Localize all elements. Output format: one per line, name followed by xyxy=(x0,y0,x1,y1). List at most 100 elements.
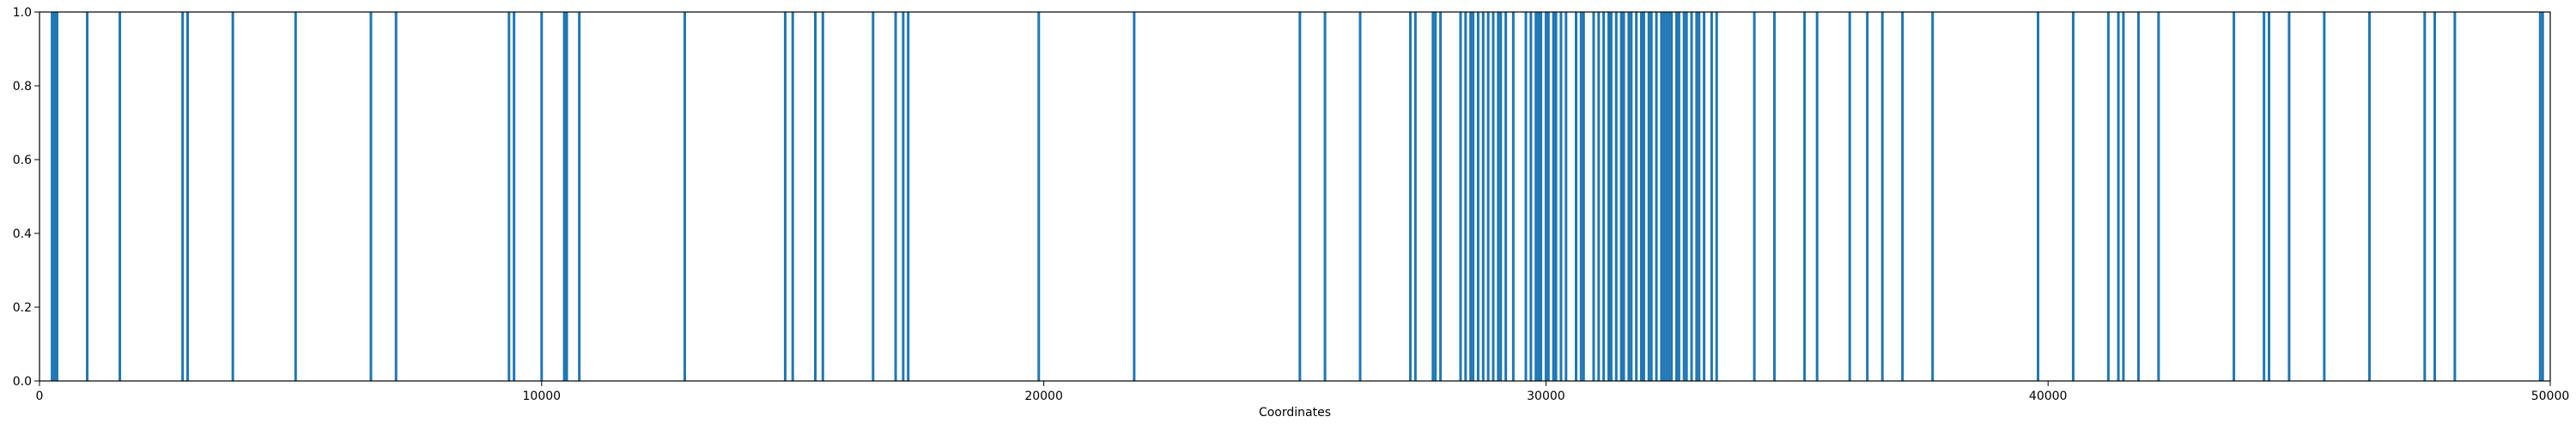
bar xyxy=(1431,12,1435,381)
bar xyxy=(1298,12,1302,381)
bar xyxy=(578,12,581,381)
bar xyxy=(2071,12,2075,381)
bar xyxy=(1630,12,1633,381)
bar xyxy=(1133,12,1136,381)
bar xyxy=(1552,12,1555,381)
bar xyxy=(2106,12,2110,381)
bar xyxy=(1635,12,1638,381)
bar xyxy=(1880,12,1884,381)
bar xyxy=(1662,12,1666,381)
bar xyxy=(1413,12,1417,381)
bar xyxy=(1529,12,1533,381)
x-tick-label: 40000 xyxy=(2029,390,2068,403)
bar xyxy=(1647,12,1650,381)
bar xyxy=(565,12,568,381)
bar xyxy=(1564,12,1568,381)
bar xyxy=(1682,12,1686,381)
bar xyxy=(231,12,234,381)
bar xyxy=(1579,12,1583,381)
bar xyxy=(1476,12,1479,381)
y-tick-label: 0.8 xyxy=(13,80,32,94)
bar xyxy=(2136,12,2140,381)
bar xyxy=(1685,12,1688,381)
bar xyxy=(2453,12,2457,381)
bar xyxy=(2157,12,2160,381)
bar xyxy=(1622,12,1625,381)
bar xyxy=(1574,12,1577,381)
bar xyxy=(2268,12,2271,381)
bar xyxy=(1642,12,1645,381)
bar xyxy=(1609,12,1613,381)
bar xyxy=(1668,12,1671,381)
bar xyxy=(1511,12,1515,381)
bar xyxy=(902,12,905,381)
bar xyxy=(1592,12,1595,381)
bar xyxy=(513,12,516,381)
bar xyxy=(1469,12,1473,381)
bar xyxy=(1866,12,1869,381)
bar xyxy=(1497,12,1500,381)
bar xyxy=(1544,12,1547,381)
bar xyxy=(2538,12,2542,381)
bar xyxy=(872,12,875,381)
bar xyxy=(1698,12,1701,381)
bar xyxy=(55,12,58,381)
bar xyxy=(814,12,817,381)
bar xyxy=(821,12,824,381)
bar xyxy=(1358,12,1362,381)
y-tick-label: 0.0 xyxy=(13,375,32,389)
x-tick-label: 0 xyxy=(36,390,44,403)
x-tick-label: 30000 xyxy=(1527,390,1565,403)
bar xyxy=(1486,12,1490,381)
bar xyxy=(1614,12,1618,381)
bar xyxy=(1710,12,1713,381)
bar xyxy=(181,12,185,381)
bar xyxy=(1323,12,1327,381)
bar xyxy=(1655,12,1658,381)
y-tick-label: 0.6 xyxy=(13,154,32,167)
y-tick-label: 0.2 xyxy=(13,301,32,315)
y-axis: 0.0 0.2 0.4 0.6 0.8 1.0 xyxy=(13,6,39,389)
bar xyxy=(2122,12,2125,381)
bar xyxy=(2287,12,2291,381)
bar xyxy=(2433,12,2436,381)
bar xyxy=(53,12,57,381)
bar xyxy=(894,12,897,381)
bar xyxy=(2323,12,2326,381)
bar xyxy=(86,12,89,381)
bar xyxy=(1815,12,1819,381)
bar xyxy=(783,12,787,381)
bar xyxy=(1472,12,1475,381)
bar xyxy=(1670,12,1674,381)
bar xyxy=(1772,12,1776,381)
bar xyxy=(907,12,910,381)
bar xyxy=(1715,12,1718,381)
bar xyxy=(186,12,190,381)
bar xyxy=(2423,12,2427,381)
bar xyxy=(394,12,398,381)
bar xyxy=(1504,12,1508,381)
bar xyxy=(1602,12,1606,381)
bar xyxy=(2367,12,2371,381)
bar xyxy=(1649,12,1653,381)
bar xyxy=(1901,12,1905,381)
plot-frame xyxy=(39,11,2551,382)
bar xyxy=(1409,12,1412,381)
bar xyxy=(1546,12,1550,381)
bar xyxy=(507,12,511,381)
bar xyxy=(2263,12,2266,381)
x-tick-label: 50000 xyxy=(2531,390,2570,403)
x-axis: 0 10000 20000 30000 40000 50000 xyxy=(36,381,2570,403)
bar xyxy=(1459,12,1462,381)
y-tick-label: 0.4 xyxy=(13,227,32,241)
bar xyxy=(2541,12,2544,381)
bar xyxy=(1582,12,1585,381)
bar xyxy=(1540,12,1543,381)
x-axis-title: Coordinates xyxy=(1259,406,1331,420)
bar xyxy=(1434,12,1437,381)
bar xyxy=(791,12,794,381)
bar xyxy=(2117,12,2120,381)
bar xyxy=(1703,12,1706,381)
